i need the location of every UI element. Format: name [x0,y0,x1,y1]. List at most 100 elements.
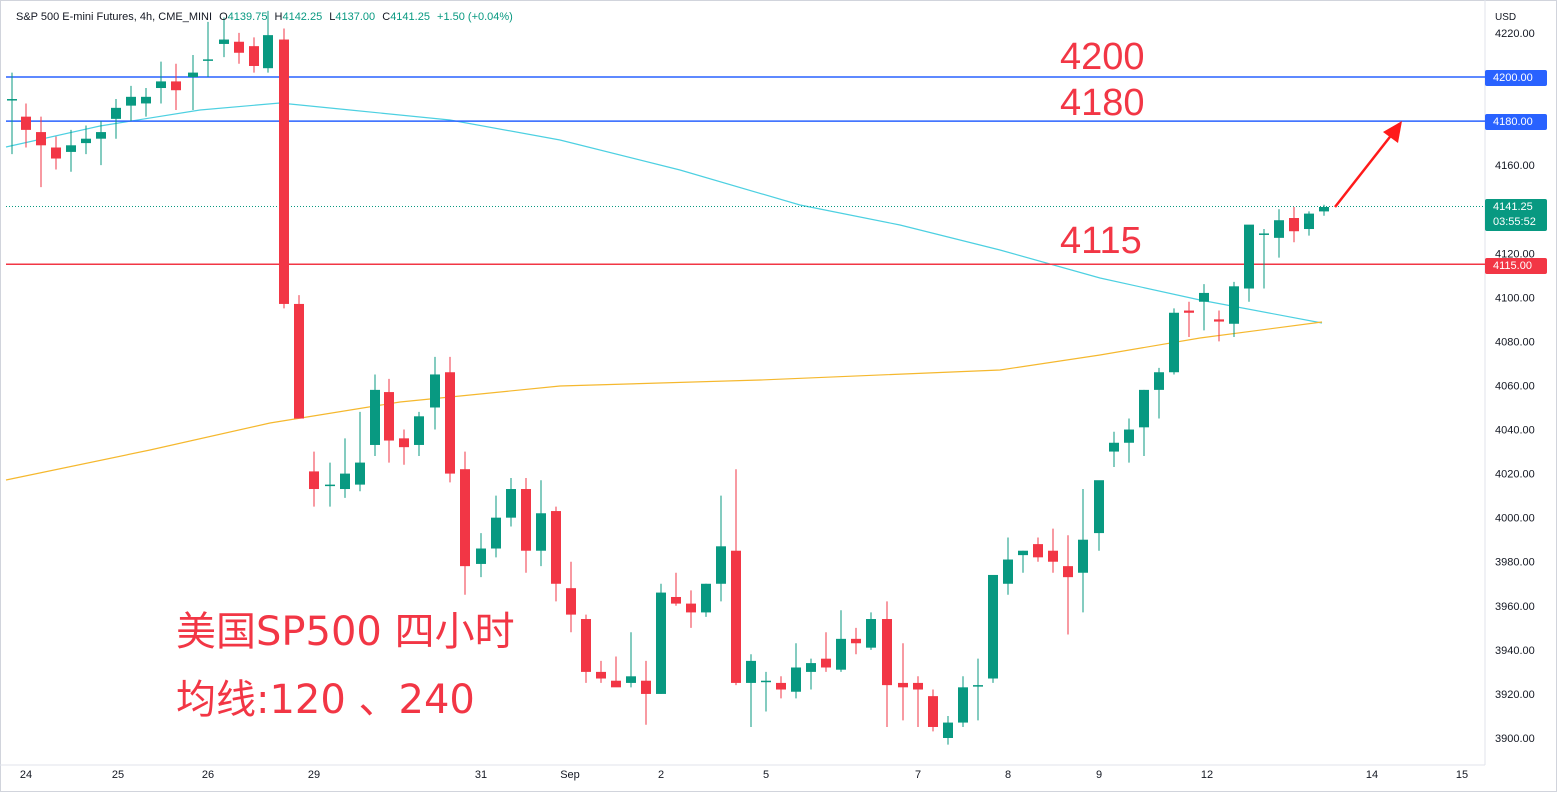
candle-body [1289,218,1299,232]
candle-body [1229,286,1239,324]
candle [294,295,304,419]
candle [641,660,651,725]
candle-body [111,107,121,119]
candle [491,495,501,558]
last-price-value: 4141.25 [1493,201,1533,213]
moving-averages [5,102,1323,481]
candle-body [671,596,681,604]
candle-body [898,682,908,688]
candle-body [384,392,394,441]
candle [355,411,365,492]
candle-body [866,619,876,648]
candle [928,689,938,732]
ma-240-line [5,321,1323,481]
candle-body [701,583,711,613]
candle-body [1063,566,1073,578]
candle [701,583,711,617]
candle [234,32,244,64]
candle-body [521,489,531,551]
candle [203,21,213,77]
candles [7,10,1329,745]
candle [1003,537,1013,595]
candle-body [626,676,636,683]
candle-body [581,619,591,672]
candle [943,715,953,745]
open-value: 4139.75 [227,11,268,23]
time-tick: 25 [112,769,124,781]
candle [1214,310,1224,342]
candle-body [746,660,756,683]
candle [279,28,289,309]
candle [1048,528,1058,573]
candle [1078,489,1088,613]
symbol-title[interactable]: S&P 500 E-mini Futures, 4h, CME_MINI [16,11,213,23]
horizontal-levels[interactable] [6,76,1485,266]
candle-body [1184,310,1194,313]
candle-body [928,696,938,727]
candle [882,601,892,727]
time-tick: 14 [1366,769,1378,781]
low-label: L [329,11,336,23]
candle-body [21,116,31,130]
candle-body [188,72,198,77]
candle [156,61,166,104]
candle [126,85,136,122]
candle [1304,211,1314,236]
candle-body [1199,292,1209,302]
open-label: O [219,11,228,23]
candle-body [414,416,424,445]
candle-body [476,548,486,564]
time-tick: 26 [202,769,214,781]
price-tick: 3920.00 [1495,689,1535,701]
candle-body [943,722,953,738]
candle-body [156,81,166,89]
price-tick: 4220.00 [1495,28,1535,40]
candle-body [1048,550,1058,562]
candle-body [1109,442,1119,452]
price-tick: 3980.00 [1495,557,1535,569]
candle-body [445,372,455,474]
candle [460,451,470,595]
candle [656,583,666,694]
candle [988,574,998,683]
close-value: 4141.25 [390,11,430,23]
candle-body [1274,220,1284,238]
candle-body [399,438,409,448]
candle [188,54,198,111]
time-tick: 5 [763,769,769,781]
price-tick: 4020.00 [1495,469,1535,481]
candle [66,129,76,172]
candle-body [234,41,244,53]
high-label: H [274,11,283,23]
candle-body [641,680,651,694]
candle [551,506,561,602]
level-label-4180: 4180 [1060,82,1145,124]
time-tick: 7 [915,769,921,781]
candle [836,610,846,672]
level-tag-4180: 4180.00 [1485,114,1547,130]
candle-body [882,619,892,686]
candle [761,671,771,712]
time-tick: 31 [475,769,487,781]
price-axis[interactable]: 4220.004160.004140.004120.004100.004080.… [1495,28,1535,745]
candle [686,590,696,628]
time-axis[interactable]: 24 25 26 29 31 Sep 2 5 7 8 9 12 14 15 [20,769,1468,781]
candle-body [81,138,91,144]
ma-120-line [5,102,1323,324]
candle [671,572,681,606]
candle-body [836,638,846,670]
candle-body [821,658,831,668]
candle [746,654,756,727]
candle [1033,537,1043,562]
candle [1259,229,1269,289]
candle-body [913,682,923,690]
candle-body [506,489,516,518]
candle [1229,281,1239,337]
level-tag-4115: 4115.00 [1485,258,1547,274]
candle-body [340,473,350,490]
arrow-shaft [1334,132,1394,208]
candle-body [611,680,621,688]
candle [51,136,61,170]
close-label: C [382,11,391,23]
